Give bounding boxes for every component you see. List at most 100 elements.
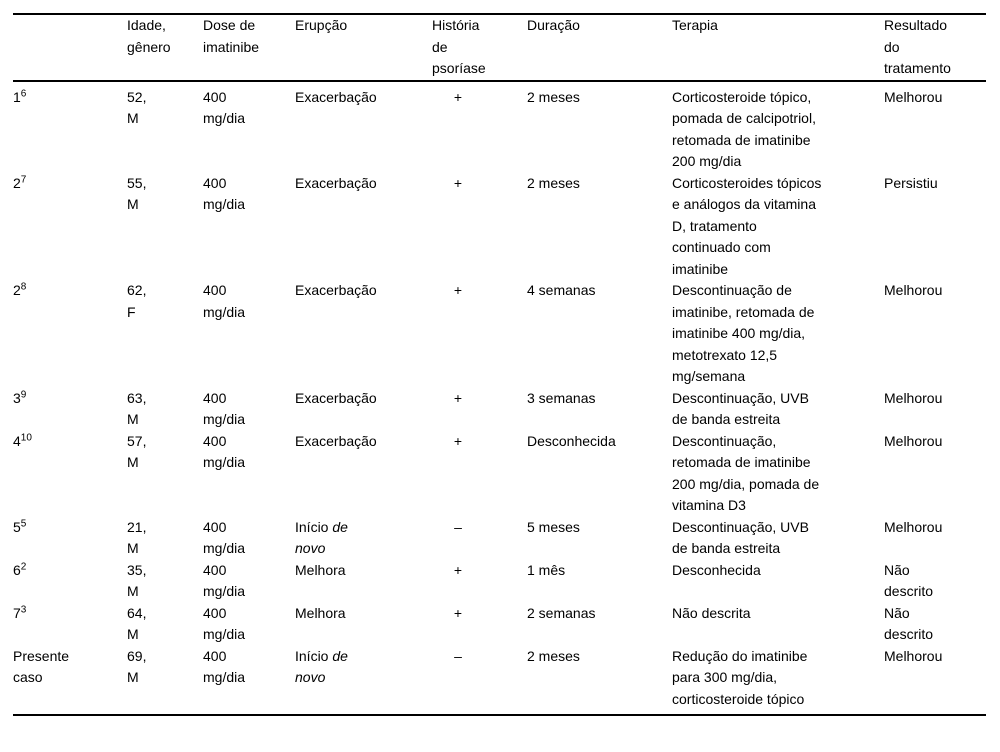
table-row: 28 62, F 400 mg/dia Exacerbação +4 semanas De… — [13, 280, 986, 388]
case-label: 1 — [13, 88, 21, 105]
table-row: 73 64, M 400 mg/dia Melhora +2 semanas Não de… — [13, 603, 986, 646]
cell-case: 27 — [13, 173, 127, 281]
cell-case: 410 — [13, 431, 127, 517]
cell-terapia: Corticosteroides tópicos e análogos da v… — [672, 174, 822, 277]
cell-erupcao: Início de novo — [295, 646, 432, 716]
case-reference-superscript: 2 — [20, 560, 27, 572]
cell-erupcao: Exacerbação — [295, 280, 432, 388]
cell-idade: 55, M — [127, 174, 147, 213]
cell-terapia: Corticosteroide tópico, pomada de calcip… — [672, 88, 816, 170]
column-header-duracao: Duração — [527, 14, 672, 82]
cell-case: 39 — [13, 388, 127, 431]
cell-case: 55 — [13, 517, 127, 560]
cell-case: 62 — [13, 560, 127, 603]
erupcao-text: Exacerbação — [295, 174, 377, 191]
erupcao-text: Exacerbação — [295, 389, 377, 406]
case-reference-superscript: 8 — [20, 281, 27, 293]
cell-psoriase: + — [432, 431, 527, 517]
cell-duracao: Desconhecida — [527, 432, 616, 449]
cell-erupcao: Exacerbação — [295, 431, 432, 517]
cell-psoriase: + — [432, 560, 527, 603]
psoriasis-history-sign: + — [453, 282, 463, 298]
cell-dose: 400 mg/dia — [203, 518, 246, 557]
cell-idade: 69, M — [127, 647, 147, 686]
cell-duracao: 2 meses — [527, 647, 580, 664]
case-reference-superscript: 6 — [20, 87, 27, 99]
cell-psoriase: – — [432, 517, 527, 560]
cell-duracao: 4 semanas — [527, 282, 596, 298]
cell-resultado: Melhorou — [884, 88, 943, 105]
case-reference-superscript: 7 — [20, 173, 27, 185]
table-row: 39 63, M 400 mg/dia Exacerbação +3 semanas De… — [13, 388, 986, 431]
column-header-case — [13, 14, 127, 82]
cell-terapia: Redução do imatinibe para 300 mg/dia, co… — [672, 647, 808, 707]
cell-dose: 400 mg/dia — [203, 604, 246, 643]
cell-duracao: 3 semanas — [527, 389, 596, 406]
case-label: 3 — [13, 389, 21, 406]
cell-dose: 400 mg/dia — [203, 561, 246, 600]
psoriasis-history-sign: + — [453, 432, 463, 449]
cell-terapia: Descontinuação, UVB de banda estreita — [672, 389, 809, 428]
cell-dose: 400 mg/dia — [203, 174, 246, 213]
table-row: 16 52, M 400 mg/dia Exacerbação +2 meses Cort… — [13, 81, 986, 173]
cell-duracao: 2 meses — [527, 88, 580, 105]
cell-dose: 400 mg/dia — [203, 88, 246, 127]
psoriasis-history-sign: + — [453, 389, 463, 406]
cell-case: 16 — [13, 81, 127, 173]
cell-resultado: Persistiu — [884, 174, 938, 191]
table-row: Presente caso 69, M 400 mg/dia Início de no… — [13, 646, 986, 716]
case-reference-superscript: 5 — [20, 517, 27, 529]
cell-psoriase: – — [432, 646, 527, 716]
cell-resultado: Melhorou — [884, 432, 943, 449]
erupcao-text: Melhora — [295, 604, 346, 621]
case-reference-superscript: 3 — [20, 603, 27, 615]
cell-idade: 52, M — [127, 88, 147, 127]
cell-idade: 64, M — [127, 604, 147, 643]
cell-psoriase: + — [432, 388, 527, 431]
cell-erupcao: Exacerbação — [295, 388, 432, 431]
imatinib-psoriasis-case-table: Idade, gênero Dose de imatinibe Erupção His… — [13, 13, 986, 716]
psoriasis-history-sign: + — [453, 561, 463, 578]
cell-terapia: Descontinuação, retomada de imatinibe 20… — [672, 432, 820, 514]
erupcao-text: Exacerbação — [295, 282, 377, 298]
case-reference-superscript: 9 — [20, 388, 27, 400]
table-row: 27 55, M 400 mg/dia Exacerbação +2 meses Cort… — [13, 173, 986, 281]
table-row: 410 57, M 400 mg/dia Exacerbação + Desconheci… — [13, 431, 986, 517]
header-row: Idade, gênero Dose de imatinibe Erupção His… — [13, 14, 986, 82]
cell-terapia: Desconhecida — [672, 561, 761, 578]
psoriasis-history-sign: + — [453, 604, 463, 621]
cell-idade: 35, M — [127, 561, 147, 600]
cell-dose: 400 mg/dia — [203, 647, 246, 686]
cell-dose: 400 mg/dia — [203, 282, 246, 320]
psoriasis-history-sign: – — [454, 647, 462, 664]
cell-case: 28 — [13, 280, 127, 388]
cell-resultado: Melhorou — [884, 518, 943, 535]
case-label: 7 — [13, 604, 21, 621]
column-header-psoriase: História de psoríase — [432, 14, 527, 82]
cell-case: Presente caso — [13, 646, 127, 716]
cell-case: 73 — [13, 603, 127, 646]
psoriasis-history-sign: + — [453, 174, 463, 191]
case-label: 2 — [13, 174, 21, 191]
cell-duracao: 2 semanas — [527, 604, 596, 621]
table-body: 16 52, M 400 mg/dia Exacerbação +2 meses Cort… — [13, 81, 986, 716]
column-header-erupcao: Erupção — [295, 14, 432, 82]
case-label: 6 — [13, 561, 21, 578]
cell-erupcao: Exacerbação — [295, 81, 432, 173]
column-header-idade: Idade, gênero — [127, 14, 203, 82]
cell-terapia: Descontinuação de imatinibe, retomada de… — [672, 282, 815, 384]
column-header-terapia: Terapia — [672, 14, 884, 82]
cell-erupcao: Melhora — [295, 560, 432, 603]
cell-erupcao: Exacerbação — [295, 173, 432, 281]
erupcao-text: de novo — [295, 518, 348, 557]
cell-duracao: 2 meses — [527, 174, 580, 191]
cell-idade: 62, F — [127, 282, 147, 320]
cell-resultado: Melhorou — [884, 282, 943, 298]
erupcao-text: Início — [295, 518, 333, 535]
erupcao-text: Exacerbação — [295, 88, 377, 105]
cell-dose: 400 mg/dia — [203, 389, 246, 428]
case-label: 2 — [13, 282, 21, 298]
cell-idade: 63, M — [127, 389, 147, 428]
table-row: 55 21, M 400 mg/dia Início de novo –5 meses D… — [13, 517, 986, 560]
cell-erupcao: Melhora — [295, 603, 432, 646]
